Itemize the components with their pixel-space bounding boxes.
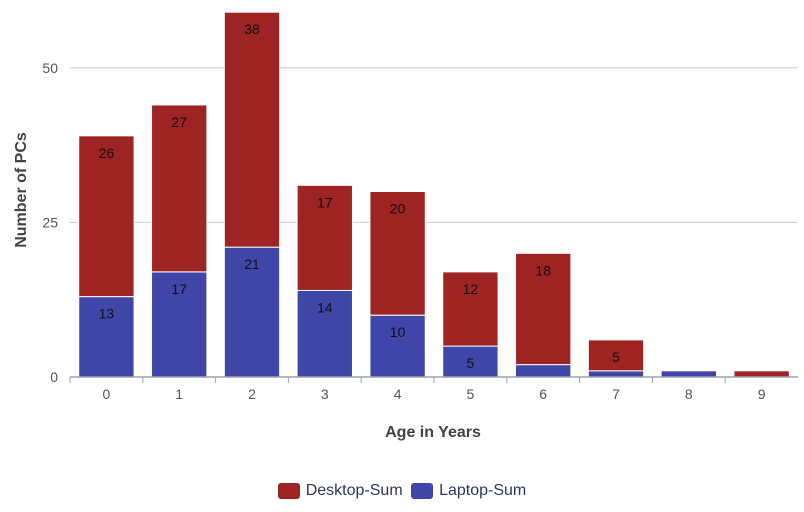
data-label-laptop-sum-3: 14 <box>317 299 333 315</box>
bar-laptop-sum-4[interactable] <box>369 314 426 378</box>
data-label-desktop-sum-5: 12 <box>463 281 479 297</box>
data-label-desktop-sum-7: 5 <box>612 349 620 365</box>
bars <box>78 11 790 378</box>
x-tick-label: 5 <box>467 386 475 402</box>
data-label-laptop-sum-1: 17 <box>171 281 187 297</box>
data-label-desktop-sum-2: 38 <box>244 21 260 37</box>
x-tick-label: 3 <box>321 386 329 402</box>
x-tick-label: 8 <box>685 386 693 402</box>
bar-desktop-sum-4[interactable] <box>369 191 426 316</box>
y-tick-label: 50 <box>42 60 58 76</box>
x-tick-label: 9 <box>758 386 766 402</box>
bar-laptop-sum-2[interactable] <box>223 246 281 378</box>
bar-laptop-sum-1[interactable] <box>151 271 208 378</box>
y-tick-label: 0 <box>50 369 58 385</box>
data-label-laptop-sum-0: 13 <box>99 306 115 322</box>
legend-item-laptop[interactable]: Laptop-Sum <box>411 482 526 500</box>
bar-desktop-sum-1[interactable] <box>151 104 208 273</box>
bar-laptop-sum-0[interactable] <box>78 296 135 378</box>
x-tick-label: 0 <box>103 386 111 402</box>
bar-desktop-sum-2[interactable] <box>223 11 281 248</box>
legend-swatch-desktop <box>277 483 300 499</box>
bar-laptop-sum-6[interactable] <box>515 364 572 378</box>
bar-desktop-sum-5[interactable] <box>442 271 499 347</box>
data-labels: 13 26 17 27 21 38 14 17 10 20 5 12 18 5 <box>99 21 620 371</box>
x-tick-label: 4 <box>394 386 402 402</box>
legend-label-laptop: Laptop-Sum <box>439 482 527 499</box>
bar-desktop-sum-9[interactable] <box>733 370 790 378</box>
legend-item-desktop[interactable]: Desktop-Sum <box>277 482 403 500</box>
bar-desktop-sum-3[interactable] <box>296 184 353 291</box>
y-tick-labels: 0 25 50 <box>42 60 58 385</box>
x-tick-labels: 0 1 2 3 4 5 6 7 8 9 <box>69 377 766 402</box>
bar-desktop-sum-6[interactable] <box>515 252 572 366</box>
data-label-laptop-sum-4: 10 <box>390 324 406 340</box>
bar-laptop-sum-3[interactable] <box>296 289 353 378</box>
x-tick-label: 1 <box>175 386 183 402</box>
x-tick-label: 6 <box>539 386 547 402</box>
legend: Desktop-Sum Laptop-Sum <box>0 482 804 504</box>
x-axis-title: Age in Years <box>385 424 481 441</box>
bar-laptop-sum-8[interactable] <box>660 370 717 378</box>
legend-label-desktop: Desktop-Sum <box>305 482 403 499</box>
data-label-laptop-sum-5: 5 <box>467 355 475 371</box>
x-tick-label: 2 <box>248 386 256 402</box>
y-tick-label: 25 <box>42 214 58 230</box>
bar-desktop-sum-0[interactable] <box>78 135 135 298</box>
data-label-desktop-sum-0: 26 <box>99 145 115 161</box>
data-label-desktop-sum-4: 20 <box>390 201 406 217</box>
data-label-desktop-sum-1: 27 <box>171 114 187 130</box>
x-tick-label: 7 <box>612 386 620 402</box>
data-label-laptop-sum-2: 21 <box>244 256 260 272</box>
data-label-desktop-sum-3: 17 <box>317 194 333 210</box>
y-axis-title: Number of PCs <box>13 132 30 248</box>
bar-desktop-sum-7[interactable] <box>587 339 645 372</box>
data-label-desktop-sum-6: 18 <box>535 262 551 278</box>
bar-laptop-sum-7[interactable] <box>587 370 645 378</box>
legend-swatch-laptop <box>411 483 434 499</box>
